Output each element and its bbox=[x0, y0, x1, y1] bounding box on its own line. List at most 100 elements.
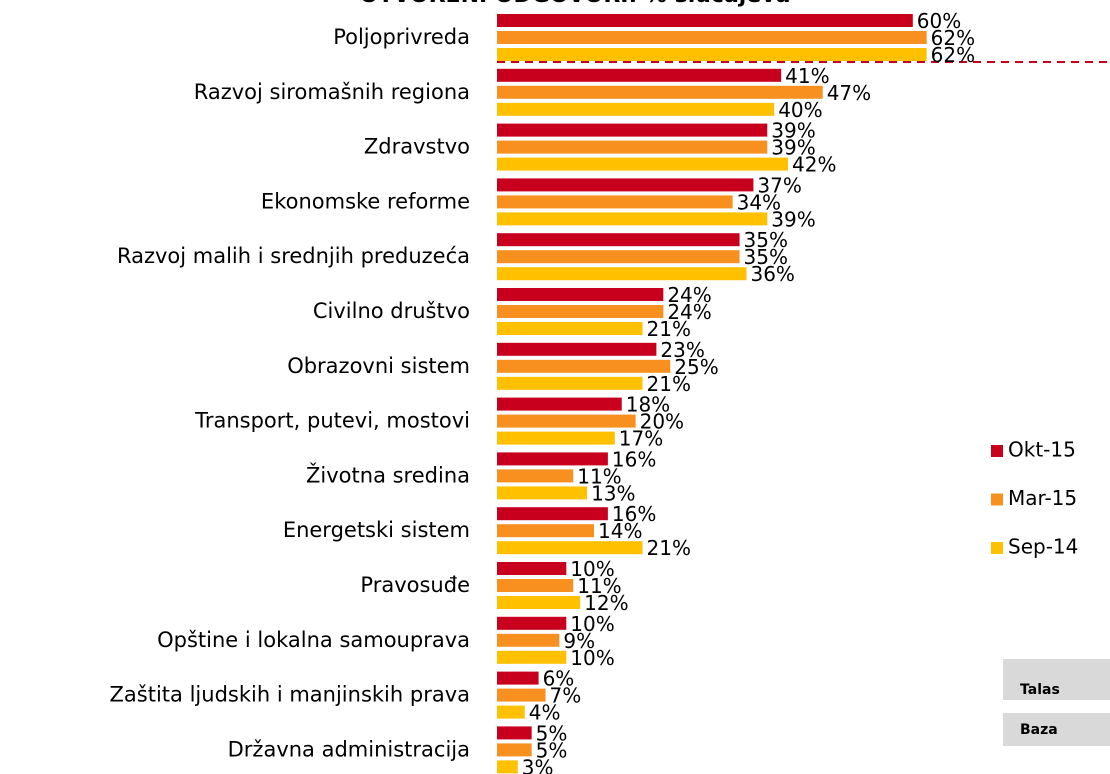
value-label: 21% bbox=[647, 317, 691, 341]
value-label: 39% bbox=[771, 119, 815, 143]
bar bbox=[497, 288, 664, 301]
bar bbox=[497, 359, 671, 373]
bar bbox=[497, 688, 546, 702]
value-label: 36% bbox=[750, 262, 794, 286]
value-label: 11% bbox=[577, 574, 621, 598]
bar bbox=[497, 596, 581, 609]
value-label: 24% bbox=[667, 283, 711, 307]
bar bbox=[497, 743, 532, 757]
bar bbox=[497, 31, 927, 44]
value-label: 10% bbox=[570, 612, 614, 636]
bar bbox=[497, 157, 789, 171]
legend-swatch bbox=[991, 445, 1003, 457]
value-label: 10% bbox=[570, 646, 614, 670]
bar bbox=[497, 452, 608, 466]
value-label: 16% bbox=[612, 502, 656, 526]
bar bbox=[497, 414, 636, 428]
category-label: Poljoprivreda bbox=[333, 25, 470, 49]
bar bbox=[497, 212, 768, 226]
bar bbox=[497, 267, 747, 281]
category-label: Zaštita ljudskih i manjinskih prava bbox=[110, 683, 470, 707]
value-label: 10% bbox=[570, 557, 614, 581]
bar bbox=[497, 705, 525, 719]
value-label: 5% bbox=[536, 738, 568, 762]
value-label: 42% bbox=[792, 153, 836, 177]
bar bbox=[497, 85, 823, 99]
legend-label: Sep-14 bbox=[1008, 535, 1078, 559]
value-label: 37% bbox=[757, 173, 801, 197]
value-label: 34% bbox=[737, 190, 781, 214]
value-label: 39% bbox=[771, 136, 815, 160]
value-label: 21% bbox=[647, 536, 691, 560]
value-label: 3% bbox=[522, 755, 554, 774]
value-label: 39% bbox=[771, 207, 815, 231]
bar bbox=[497, 431, 615, 445]
bar bbox=[497, 48, 927, 61]
value-label: 24% bbox=[667, 300, 711, 324]
value-label: 20% bbox=[640, 410, 684, 434]
bar bbox=[497, 507, 608, 521]
box-label: Baza bbox=[1020, 722, 1058, 738]
bar bbox=[497, 524, 595, 538]
bar bbox=[497, 140, 768, 154]
bar bbox=[497, 469, 574, 483]
value-label: 13% bbox=[591, 481, 635, 505]
bar bbox=[497, 376, 643, 390]
category-label: Opštine i lokalna samouprava bbox=[157, 628, 470, 652]
legend-label: Okt-15 bbox=[1008, 438, 1076, 462]
category-label: Civilno društvo bbox=[313, 299, 470, 323]
bar bbox=[497, 342, 657, 356]
bar bbox=[497, 322, 643, 335]
value-label: 16% bbox=[612, 447, 656, 471]
bar bbox=[497, 633, 560, 647]
value-label: 41% bbox=[785, 64, 829, 88]
bar bbox=[497, 305, 664, 318]
bar bbox=[497, 68, 782, 82]
chart-title: OTVORENI ODGOVORI: % slučajeva bbox=[360, 0, 791, 8]
value-label: 14% bbox=[598, 519, 642, 543]
value-label: 60% bbox=[917, 9, 961, 33]
bar bbox=[497, 616, 567, 630]
bar bbox=[497, 233, 740, 247]
bar bbox=[497, 397, 622, 411]
value-label: 40% bbox=[778, 98, 822, 122]
value-label: 35% bbox=[744, 245, 788, 269]
bar bbox=[497, 195, 733, 209]
value-label: 17% bbox=[619, 427, 663, 451]
category-label: Razvoj siromašnih regiona bbox=[194, 80, 470, 104]
bar bbox=[497, 250, 740, 264]
category-label: Energetski sistem bbox=[283, 518, 470, 542]
bar bbox=[497, 14, 913, 27]
value-label: 6% bbox=[543, 667, 575, 691]
legend-swatch bbox=[991, 542, 1003, 554]
bar bbox=[497, 760, 518, 774]
bar bbox=[497, 486, 588, 500]
bar bbox=[497, 541, 643, 555]
value-label: 11% bbox=[577, 464, 621, 488]
box-label: Talas bbox=[1020, 682, 1060, 698]
category-label: Ekonomske reforme bbox=[261, 189, 470, 213]
box bbox=[1003, 713, 1110, 746]
bar bbox=[497, 579, 574, 592]
value-label: 5% bbox=[536, 721, 568, 745]
category-label: Zdravstvo bbox=[364, 135, 470, 159]
box bbox=[1003, 659, 1110, 700]
value-label: 4% bbox=[529, 701, 561, 725]
value-label: 23% bbox=[660, 338, 704, 362]
category-label: Razvoj malih i srednjih preduzeća bbox=[117, 244, 470, 268]
value-label: 35% bbox=[744, 228, 788, 252]
bar bbox=[497, 726, 532, 740]
value-label: 62% bbox=[931, 43, 975, 67]
bar bbox=[497, 123, 768, 137]
value-label: 25% bbox=[674, 355, 718, 379]
value-label: 47% bbox=[827, 81, 871, 105]
category-label: Transport, putevi, mostovi bbox=[194, 409, 470, 433]
legend-swatch bbox=[991, 493, 1003, 506]
legend-label: Mar-15 bbox=[1008, 486, 1077, 510]
category-label: Obrazovni sistem bbox=[287, 354, 470, 378]
bar bbox=[497, 650, 567, 664]
category-label: Pravosuđe bbox=[360, 573, 470, 597]
value-label: 21% bbox=[647, 372, 691, 396]
value-label: 62% bbox=[931, 26, 975, 50]
